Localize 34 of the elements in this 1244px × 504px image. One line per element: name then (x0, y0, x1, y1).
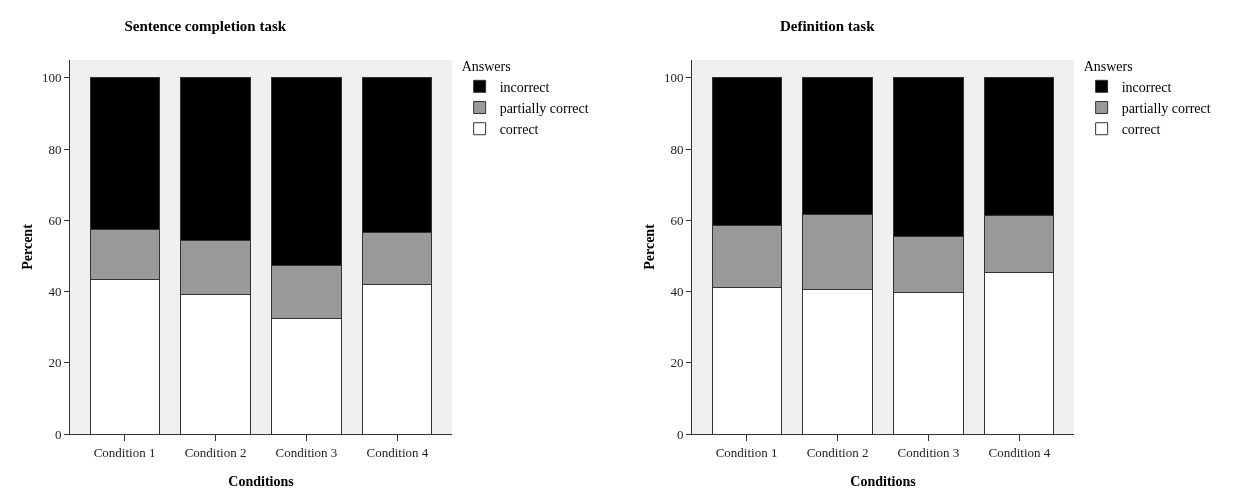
y-tick-label: 0 (676, 426, 684, 442)
y-tick-label: 40 (48, 284, 62, 300)
x-tick-label: Condition 2 (806, 444, 869, 460)
legend-label: partially correct (499, 100, 589, 116)
y-axis-title: Percent (20, 223, 35, 270)
legend-title: Answers (1083, 58, 1133, 74)
x-tick-label: Condition 3 (897, 444, 960, 460)
y-tick-label: 80 (670, 141, 684, 157)
x-tick-label: Condition 1 (715, 444, 778, 460)
y-tick-label: 80 (48, 141, 62, 157)
y-tick-label: 60 (670, 212, 684, 228)
legend-title: Answers (461, 58, 511, 74)
legend-label: correct (1121, 122, 1161, 138)
chart-title: Definition task (779, 17, 876, 34)
y-tick-label: 20 (48, 355, 62, 371)
y-tick-label: 40 (670, 284, 684, 300)
y-tick-label: 100 (663, 70, 684, 86)
y-tick-label: 60 (48, 212, 62, 228)
x-tick-label: Condition 4 (366, 444, 429, 460)
y-tick-label: 0 (54, 426, 62, 442)
legend-label: incorrect (1121, 79, 1172, 95)
y-tick-label: 100 (41, 70, 62, 86)
legend-label: incorrect (499, 79, 550, 95)
legend-label: correct (499, 122, 539, 138)
chart-title: Sentence completion task (124, 17, 287, 34)
y-tick-label: 20 (670, 355, 684, 371)
x-axis-title: Conditions (850, 474, 917, 489)
x-tick-label: Condition 3 (275, 444, 338, 460)
x-axis-title: Conditions (228, 474, 295, 489)
x-tick-label: Condition 4 (988, 444, 1051, 460)
x-tick-label: Condition 2 (184, 444, 247, 460)
y-axis-title: Percent (642, 223, 657, 270)
x-tick-label: Condition 1 (93, 444, 156, 460)
legend-label: partially correct (1121, 100, 1211, 116)
